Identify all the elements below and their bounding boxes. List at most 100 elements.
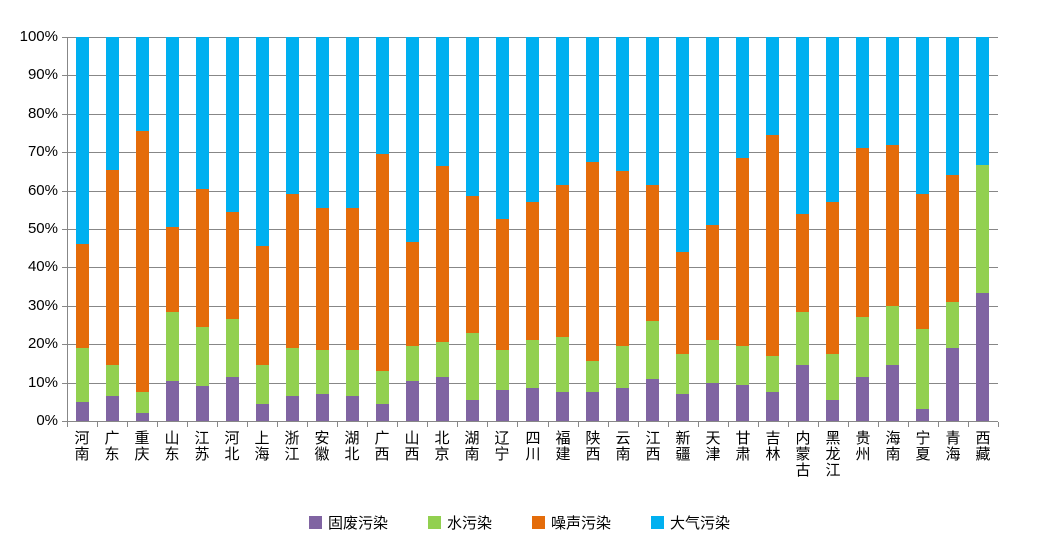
bar-segment <box>556 184 569 337</box>
x-category-char: 东 <box>104 446 120 463</box>
x-category-char: 西 <box>374 446 390 463</box>
x-axis-tick <box>427 422 428 427</box>
bar-segment <box>646 321 659 379</box>
y-tick-label: 40% <box>27 258 58 275</box>
bar-segment <box>196 188 209 327</box>
y-axis-tick <box>62 191 67 192</box>
x-category-char: 宁 <box>915 430 931 447</box>
bar-30 <box>946 37 959 421</box>
x-category-char: 州 <box>855 446 871 463</box>
y-tick-label: 0% <box>36 412 58 429</box>
bar-segment <box>766 37 779 135</box>
y-tick-label: 60% <box>27 182 58 199</box>
bar-segment <box>976 37 989 166</box>
bar-segment <box>226 376 239 421</box>
bar-15 <box>496 37 509 421</box>
x-axis-tick <box>848 422 849 427</box>
bar-11 <box>376 37 389 421</box>
x-category-char: 上 <box>254 430 270 447</box>
bar-segment <box>196 386 209 421</box>
bar-segment <box>226 211 239 320</box>
x-category-char: 安 <box>314 430 330 447</box>
y-axis-tick <box>62 344 67 345</box>
bar-18 <box>586 37 599 421</box>
x-category-char: 吉 <box>765 430 781 447</box>
bar-segment <box>976 165 989 294</box>
x-category-label: 海南 <box>884 431 902 463</box>
x-axis-tick <box>307 422 308 427</box>
bar-segment <box>466 332 479 400</box>
bar-segment <box>106 396 119 421</box>
x-category-char: 疆 <box>675 446 691 463</box>
x-category-char: 贵 <box>855 430 871 447</box>
x-category-label: 江西 <box>644 431 662 463</box>
x-axis-tick <box>728 422 729 427</box>
x-category-char: 津 <box>705 446 721 463</box>
bar-segment <box>556 37 569 185</box>
bar-segment <box>346 396 359 421</box>
x-axis-tick <box>578 422 579 427</box>
x-category-char: 甘 <box>735 430 751 447</box>
bar-segment <box>886 144 899 306</box>
bar-segment <box>826 202 839 354</box>
bar-segment <box>526 388 539 421</box>
x-axis-tick <box>548 422 549 427</box>
x-category-char: 江 <box>825 462 841 479</box>
bar-segment <box>376 371 389 404</box>
x-category-label: 天津 <box>704 431 722 463</box>
bar-4 <box>166 37 179 421</box>
gridline <box>67 421 998 422</box>
bar-segment <box>316 207 329 350</box>
bar-segment <box>796 37 809 214</box>
x-axis-tick <box>608 422 609 427</box>
bar-12 <box>406 37 419 421</box>
x-axis-tick <box>277 422 278 427</box>
bar-segment <box>856 317 869 377</box>
x-category-label: 重庆 <box>133 431 151 463</box>
x-category-label: 福建 <box>554 431 572 463</box>
x-category-label: 新疆 <box>674 431 692 463</box>
x-category-label: 宁夏 <box>914 431 932 463</box>
bar-segment <box>586 392 599 421</box>
bar-segment <box>826 399 839 421</box>
bar-segment <box>766 134 779 356</box>
x-category-char: 林 <box>765 446 781 463</box>
x-category-char: 河 <box>74 430 90 447</box>
x-category-label: 广西 <box>373 431 391 463</box>
bar-segment <box>646 184 659 322</box>
bar-segment <box>526 340 539 389</box>
bar-29 <box>916 37 929 421</box>
bar-segment <box>466 399 479 421</box>
bar-segment <box>286 194 299 349</box>
bar-segment <box>406 346 419 381</box>
bar-28 <box>886 37 899 421</box>
bar-segment <box>136 131 149 393</box>
bar-segment <box>616 37 629 172</box>
bar-segment <box>736 157 749 347</box>
bar-segment <box>286 348 299 397</box>
bar-26 <box>826 37 839 421</box>
x-axis-tick <box>487 422 488 427</box>
x-category-char: 建 <box>555 446 571 463</box>
bar-segment <box>106 365 119 397</box>
x-category-char: 宁 <box>494 446 510 463</box>
x-category-char: 南 <box>464 446 480 463</box>
legend: 固废污染 水污染 噪声污染 大气污染 <box>0 512 1039 533</box>
bar-segment <box>826 37 839 203</box>
x-category-char: 西 <box>975 430 991 447</box>
bar-segment <box>676 394 689 421</box>
bar-19 <box>616 37 629 421</box>
bar-segment <box>616 388 629 421</box>
bar-segment <box>736 37 749 158</box>
bar-segment <box>136 392 149 414</box>
y-tick-label: 90% <box>27 66 58 83</box>
x-category-label: 黑龙江 <box>824 431 842 479</box>
y-tick-label: 80% <box>27 105 58 122</box>
x-axis-tick <box>758 422 759 427</box>
x-category-char: 山 <box>404 430 420 447</box>
x-category-char: 青 <box>945 430 961 447</box>
bar-3 <box>136 37 149 421</box>
bar-segment <box>946 37 959 176</box>
x-category-char: 北 <box>344 446 360 463</box>
